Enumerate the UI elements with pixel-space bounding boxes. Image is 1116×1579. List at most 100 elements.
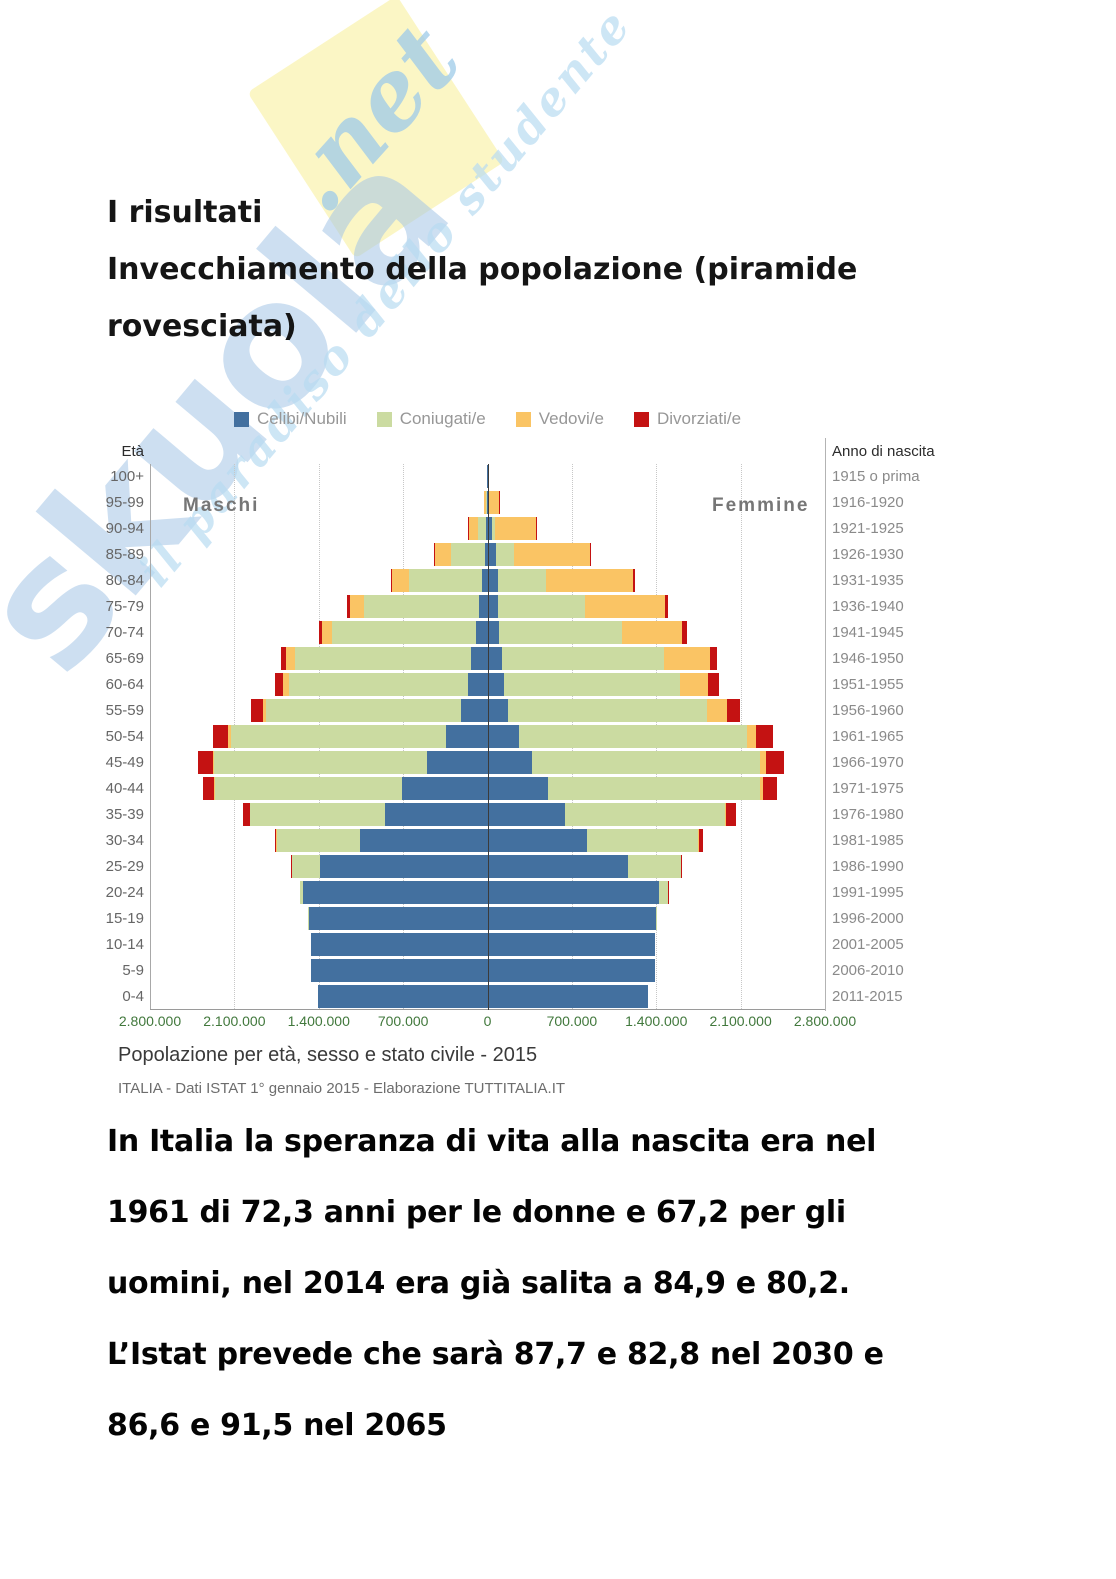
pyramid-row: 100+ 1915 o prima <box>98 464 1058 490</box>
bar-male <box>318 985 488 1008</box>
bar-segment-divorziati <box>274 829 277 852</box>
age-group-label: 30-34 <box>105 832 144 849</box>
bar-segment-divorziati <box>347 595 350 618</box>
legend-swatch <box>515 411 531 427</box>
bar-segment-celibi-nubili <box>487 569 498 592</box>
bar-segment-vedovi <box>321 621 332 644</box>
row-plot <box>150 750 825 776</box>
bar-segment-coniugati <box>214 777 403 800</box>
body-line: 86,6 e 91,5 nel 2065 <box>107 1408 447 1443</box>
bar-segment-coniugati <box>627 855 681 878</box>
age-group-label: 35-39 <box>105 806 144 823</box>
bar-segment-celibi-nubili <box>487 933 655 956</box>
age-group-label: 55-59 <box>105 702 144 719</box>
bar-segment-vedovi <box>349 595 364 618</box>
row-plot <box>150 516 825 542</box>
bar-segment-vedovi <box>759 777 764 800</box>
row-plot <box>150 880 825 906</box>
bar-segment-celibi-nubili <box>487 673 504 696</box>
bar-segment-divorziati <box>756 725 774 748</box>
bar-segment-celibi-nubili <box>487 543 496 566</box>
x-axis-tick-label: 1.400.000 <box>287 1013 350 1029</box>
bar-male <box>318 621 488 644</box>
bar-segment-celibi-nubili <box>426 751 488 774</box>
male-side-label: Maschi <box>183 495 260 516</box>
page-title-line: Invecchiamento della popolazione (pirami… <box>107 252 858 287</box>
birth-year-label: 1961-1965 <box>832 728 904 745</box>
bar-female <box>487 855 683 878</box>
bar-segment-coniugati <box>214 751 427 774</box>
bar-segment-vedovi <box>495 517 537 540</box>
row-plot <box>150 802 825 828</box>
bar-female <box>487 491 500 514</box>
bar-segment-coniugati <box>495 543 514 566</box>
birth-year-label: 1966-1970 <box>832 754 904 771</box>
birth-year-label: 1916-1920 <box>832 494 904 511</box>
bar-segment-vedovi <box>513 543 590 566</box>
row-plot <box>150 854 825 880</box>
legend-label: Coniugati/e <box>399 409 486 428</box>
bar-female <box>487 647 718 670</box>
bar-male <box>274 673 488 696</box>
row-plot <box>150 672 825 698</box>
pyramid-row: 90-94 1921-1925 <box>98 516 1058 542</box>
legend-label: Divorziati/e <box>656 409 742 428</box>
bar-segment-celibi-nubili <box>446 725 488 748</box>
birth-year-axis-title: Anno di nascita <box>832 442 935 460</box>
birth-year-label: 1931-1935 <box>832 572 904 589</box>
row-plot <box>150 958 825 984</box>
age-group-label: 40-44 <box>105 780 144 797</box>
bar-segment-vedovi <box>680 673 708 696</box>
pyramid-row: 85-89 1926-1930 <box>98 542 1058 568</box>
birth-year-label: 1971-1975 <box>832 780 904 797</box>
bar-segment-celibi-nubili <box>487 725 519 748</box>
birth-year-label: 1991-1995 <box>832 884 904 901</box>
row-plot <box>150 568 825 594</box>
pyramid-row: 10-14 2001-2005 <box>98 932 1058 958</box>
birth-year-label: 1951-1955 <box>832 676 904 693</box>
bar-male <box>198 751 488 774</box>
birth-year-label: 1936-1940 <box>832 598 904 615</box>
bar-segment-celibi-nubili <box>319 855 488 878</box>
body-line: L’Istat prevede che sarà 87,7 e 82,8 nel… <box>107 1337 884 1372</box>
bar-segment-coniugati <box>299 881 304 904</box>
bar-segment-divorziati <box>726 699 741 722</box>
bar-male <box>468 517 488 540</box>
bar-segment-divorziati <box>664 595 669 618</box>
bar-segment-coniugati <box>294 647 471 670</box>
population-pyramid-chart: Celibi/Nubili Coniugati/e Vedovi/e Divorzia… <box>98 406 1058 1097</box>
x-axis-tick-label: 700.000 <box>377 1013 429 1029</box>
row-plot <box>150 698 825 724</box>
birth-year-label: 2011-2015 <box>832 988 903 1005</box>
pyramid-row: 20-24 1991-1995 <box>98 880 1058 906</box>
pyramid-row: 80-84 1931-1935 <box>98 568 1058 594</box>
bar-female <box>487 621 687 644</box>
bar-segment-coniugati <box>249 803 385 826</box>
bar-segment-coniugati <box>655 907 657 930</box>
chart-source: ITALIA - Dati ISTAT 1° gennaio 2015 - El… <box>118 1080 566 1097</box>
bar-segment-celibi-nubili <box>487 855 628 878</box>
bar-segment-vedovi <box>487 465 490 488</box>
bar-segment-divorziati <box>390 569 392 592</box>
bar-segment-vedovi <box>489 491 500 514</box>
bar-segment-coniugati <box>486 491 488 514</box>
pyramid-row: 50-54 1961-1965 <box>98 724 1058 750</box>
birth-year-label: 1986-1990 <box>832 858 904 875</box>
birth-year-label: 2001-2005 <box>832 936 904 953</box>
bar-male <box>212 725 488 748</box>
bar-male <box>291 855 488 878</box>
bar-segment-vedovi <box>724 803 727 826</box>
birth-year-label: 1976-1980 <box>832 806 904 823</box>
bar-segment-vedovi <box>484 491 487 514</box>
age-group-label: 85-89 <box>105 546 144 563</box>
age-group-label: 80-84 <box>105 572 144 589</box>
pyramid-row: 95-99 1916-1920 <box>98 490 1058 516</box>
bar-segment-divorziati <box>198 751 213 774</box>
legend-item: Vedovi/e <box>515 409 604 429</box>
pyramid-row: 35-39 1976-1980 <box>98 802 1058 828</box>
bar-segment-vedovi <box>706 699 727 722</box>
bar-segment-celibi-nubili <box>384 803 488 826</box>
bar-segment-vedovi <box>214 777 215 800</box>
bar-segment-celibi-nubili <box>487 777 549 800</box>
